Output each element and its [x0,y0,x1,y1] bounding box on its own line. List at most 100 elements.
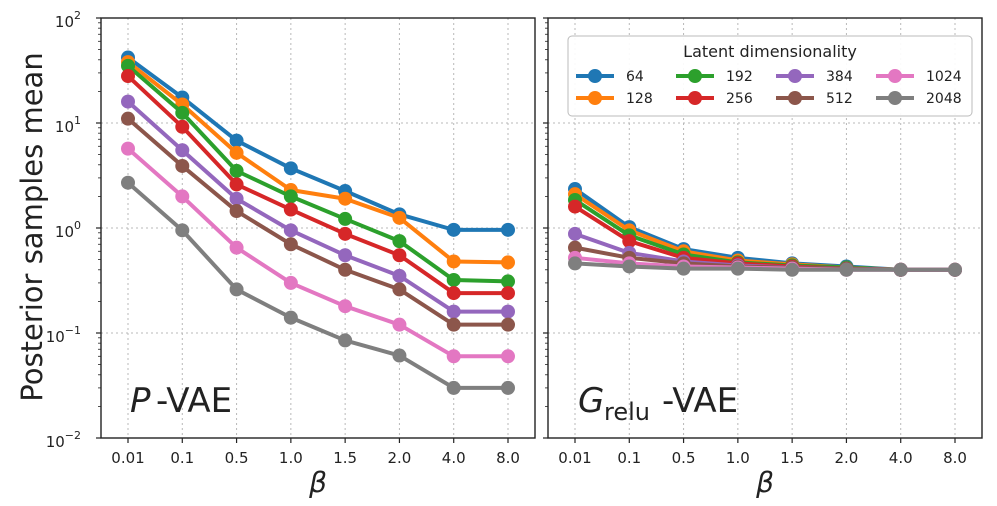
data-point [392,317,407,332]
series-192 [121,58,515,289]
data-point [121,69,135,84]
data-point [392,210,407,225]
x-tick-label: 0.5 [225,449,249,467]
x-tick-label: 4.0 [889,449,913,467]
legend-label: 192 [726,69,753,85]
x-tick-label: 0.01 [111,449,144,467]
panel-label-text: -VAE [156,381,232,421]
data-point [338,262,353,277]
data-point [501,222,515,237]
data-point [338,191,353,206]
panel-label-subscript: relu [604,398,650,426]
y-axis-label: Posterior samples mean [15,52,49,401]
data-point [338,333,353,348]
data-point [229,145,244,160]
panel-label: G relu -VAE [578,381,738,426]
data-point [121,58,135,73]
legend-box [567,35,973,117]
data-point [392,348,407,363]
legend-marker [588,91,602,105]
data-point [446,380,461,395]
data-point [446,317,461,332]
data-point [730,261,745,276]
series-line [126,100,508,314]
data-point [338,299,353,314]
y-tick-label: 101 [55,114,81,136]
data-point [229,282,244,297]
data-point [175,119,190,134]
legend-label: 256 [726,91,753,107]
data-point [446,222,461,237]
tick-marks [96,17,509,443]
legend-label: 128 [626,91,653,107]
legend-marker [888,91,902,105]
panel-label-symbol: P [130,381,151,421]
data-point [568,226,582,241]
series-2048 [568,256,962,277]
data-point [175,223,190,238]
legend-label: 64 [626,69,644,85]
series-line [574,261,955,272]
series-line [126,117,508,327]
data-point [229,163,244,178]
legend-items: 64 192 384 1024 128 256 512 2048 [576,69,962,107]
legend-item-128: 128 [576,91,653,107]
x-tick-label: 0.5 [672,449,696,467]
data-point [175,105,190,120]
series-line [126,181,508,390]
x-tick-label: 0.1 [617,449,641,467]
x-tick-label: 1.0 [279,449,303,467]
data-point [121,175,135,190]
series-256 [121,69,515,301]
data-point [392,234,407,249]
data-point [229,240,244,255]
x-tick-label: 1.5 [780,449,804,467]
legend-item-384: 384 [776,69,853,85]
y-tick-exponent: 2 [74,9,81,22]
legend-label: 1024 [926,69,962,85]
plot-frame [100,17,536,439]
data-point [948,262,962,277]
data-point [175,143,190,158]
data-point [501,286,515,301]
series-line [126,55,508,232]
data-point [893,262,908,277]
y-tick-label: 100 [55,219,81,241]
data-point [283,310,298,325]
data-point [121,111,135,126]
data-point [501,317,515,332]
data-point [501,274,515,289]
data-point [229,204,244,219]
legend-label: 512 [826,91,853,107]
data-point [568,199,582,214]
legend-item-192: 192 [676,69,753,85]
y-tick-exponent: 1 [74,114,81,127]
x-tick-labels: 0.01 0.1 0.5 1.0 1.5 2.0 4.0 8.0 [558,449,967,467]
data-point [622,234,637,249]
x-tick-label: 8.0 [496,449,520,467]
data-point [283,189,298,204]
series-group [121,50,515,395]
panel-label-symbol: G [578,381,604,421]
panel-p-vae: 0.01 0.1 0.5 1.0 1.5 2.0 4.0 8.0 10210110010−11… [46,9,536,499]
x-tick-label: 1.5 [333,449,357,467]
legend-title: Latent dimensionality [683,42,857,61]
data-point [229,177,244,192]
x-tick-label: 8.0 [943,449,967,467]
y-tick-label: 102 [55,9,81,31]
data-point [501,380,515,395]
x-axis-label: β [755,466,774,499]
data-point [676,261,691,276]
data-point [175,189,190,204]
data-point [175,158,190,173]
data-point [622,259,637,274]
series-line [126,64,509,284]
data-point [392,268,407,283]
data-point [568,240,582,255]
data-point [338,226,353,241]
data-point [229,133,244,148]
legend-marker [788,69,802,83]
x-tick-label: 2.0 [387,449,411,467]
